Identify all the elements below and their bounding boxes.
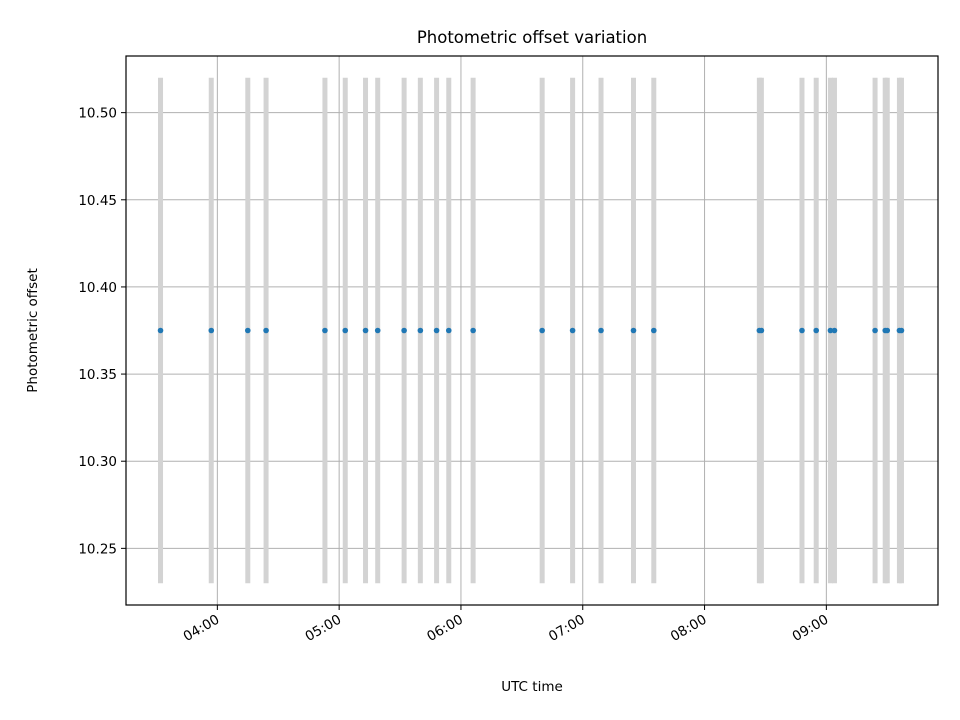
data-point	[799, 327, 805, 334]
data-point	[245, 327, 251, 334]
y-tick-label: 10.45	[78, 193, 117, 209]
data-point	[157, 327, 164, 334]
data-point	[598, 327, 604, 334]
data-point	[651, 327, 657, 334]
data-point	[470, 327, 476, 334]
data-point	[872, 327, 878, 334]
data-point	[813, 327, 819, 334]
y-axis-label: Photometric offset	[25, 268, 41, 392]
data-point	[401, 327, 407, 334]
data-point	[362, 327, 369, 334]
data-point	[827, 327, 834, 334]
data-point	[208, 327, 215, 334]
data-points	[157, 327, 905, 334]
data-point	[884, 327, 891, 334]
y-tick-label: 10.30	[78, 454, 117, 470]
x-axis-label: UTC time	[501, 679, 563, 695]
data-point	[539, 327, 545, 334]
data-point	[445, 327, 452, 334]
data-point	[630, 327, 637, 334]
data-point	[263, 327, 269, 334]
chart-title: Photometric offset variation	[417, 28, 647, 47]
y-tick-label: 10.50	[78, 106, 117, 122]
data-point	[569, 327, 576, 334]
data-point	[831, 327, 838, 334]
data-point	[322, 327, 328, 334]
y-tick-label: 10.25	[78, 541, 117, 557]
data-point	[417, 327, 424, 334]
data-point	[433, 327, 440, 334]
data-point	[342, 327, 349, 334]
data-point	[374, 327, 381, 334]
y-tick-label: 10.35	[78, 367, 117, 383]
y-tick-label: 10.40	[78, 280, 117, 296]
data-point	[758, 327, 765, 334]
plot-frame	[125, 55, 939, 606]
data-point	[898, 327, 905, 334]
